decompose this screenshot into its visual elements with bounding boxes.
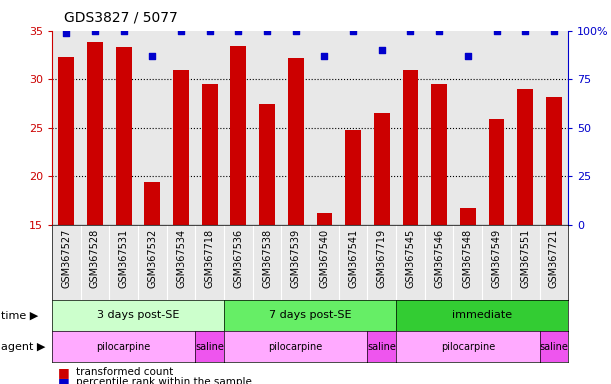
Bar [224,31,253,225]
Point [262,28,272,34]
Text: GSM367531: GSM367531 [119,228,129,288]
Text: GSM367539: GSM367539 [291,228,301,288]
Text: GSM367549: GSM367549 [491,228,502,288]
Bar [518,89,533,370]
Bar [196,31,224,225]
Bar [460,208,476,370]
Bar [109,31,138,225]
Bar [345,130,361,370]
Bar [403,70,419,370]
Point [434,28,444,34]
Point [119,28,128,34]
Bar [540,31,568,225]
Text: saline: saline [367,342,396,352]
Text: 3 days post-SE: 3 days post-SE [97,310,179,320]
Point [291,28,301,34]
Bar [87,42,103,370]
Bar [482,31,511,225]
Bar [59,57,74,370]
Text: percentile rank within the sample: percentile rank within the sample [76,377,252,384]
Point [320,53,329,59]
Text: time ▶: time ▶ [1,310,38,320]
Text: GSM367536: GSM367536 [233,228,243,288]
Bar [282,31,310,225]
Bar [173,70,189,370]
Bar [253,31,282,225]
Bar [425,31,453,225]
Text: saline: saline [540,342,568,352]
Text: transformed count: transformed count [76,367,174,377]
Bar [338,31,367,225]
Text: GSM367551: GSM367551 [520,228,530,288]
Text: GSM367546: GSM367546 [434,228,444,288]
Text: GSM367540: GSM367540 [320,228,329,288]
Bar [115,47,131,370]
Text: GSM367527: GSM367527 [61,228,71,288]
Text: pilocarpine: pilocarpine [269,342,323,352]
Text: pilocarpine: pilocarpine [97,342,151,352]
Bar [546,97,562,370]
Point [147,53,157,59]
Text: ■: ■ [58,366,70,379]
Point [521,28,530,34]
Point [492,28,502,34]
Point [205,28,214,34]
Bar [259,104,275,370]
Point [348,28,358,34]
Bar [52,31,81,225]
Bar [288,58,304,370]
Text: GDS3827 / 5077: GDS3827 / 5077 [64,11,178,25]
Point [176,28,186,34]
Text: GSM367545: GSM367545 [406,228,415,288]
Point [90,28,100,34]
Text: saline: saline [196,342,224,352]
Text: GSM367718: GSM367718 [205,228,214,288]
Text: immediate: immediate [452,310,512,320]
Bar [202,84,218,370]
Text: ■: ■ [58,376,70,384]
Text: agent ▶: agent ▶ [1,342,45,352]
Text: GSM367534: GSM367534 [176,228,186,288]
Text: 7 days post-SE: 7 days post-SE [269,310,351,320]
Bar [310,31,338,225]
Text: GSM367548: GSM367548 [463,228,473,288]
Point [233,28,243,34]
Bar [453,31,482,225]
Bar [138,31,167,225]
Bar [144,182,160,370]
Text: pilocarpine: pilocarpine [441,342,495,352]
Point [61,30,71,36]
Text: GSM367721: GSM367721 [549,228,559,288]
Bar [511,31,540,225]
Point [463,53,473,59]
Text: GSM367528: GSM367528 [90,228,100,288]
Text: GSM367541: GSM367541 [348,228,358,288]
Bar [316,213,332,370]
Bar [374,113,390,370]
Bar [431,84,447,370]
Point [406,28,415,34]
Bar [230,46,246,370]
Point [549,28,559,34]
Point [377,47,387,53]
Bar [167,31,196,225]
Bar [396,31,425,225]
Text: GSM367532: GSM367532 [147,228,157,288]
Bar [367,31,396,225]
Text: GSM367538: GSM367538 [262,228,272,288]
Bar [489,119,505,370]
Text: GSM367719: GSM367719 [377,228,387,288]
Bar [81,31,109,225]
